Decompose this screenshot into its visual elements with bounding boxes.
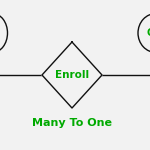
Ellipse shape — [138, 14, 150, 52]
Text: C: C — [146, 28, 150, 38]
Polygon shape — [42, 42, 102, 108]
Text: Enroll: Enroll — [55, 70, 89, 80]
Text: Many To One: Many To One — [32, 118, 112, 128]
Ellipse shape — [0, 14, 8, 52]
